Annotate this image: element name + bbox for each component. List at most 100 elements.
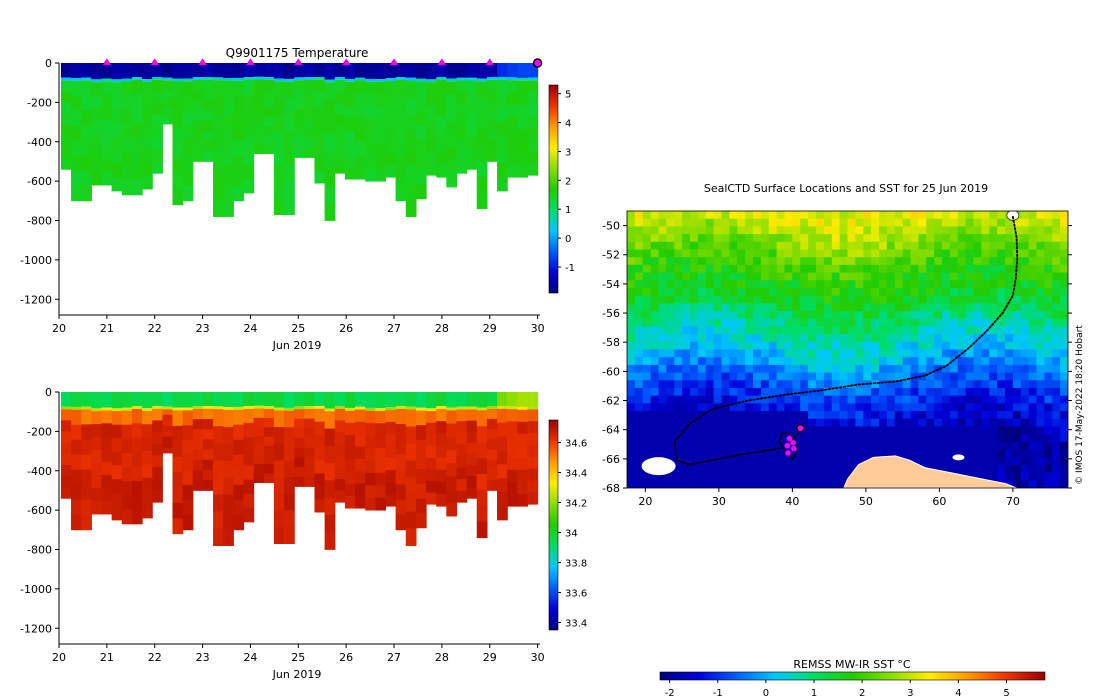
section-cell — [142, 424, 153, 439]
sst-cell — [627, 295, 636, 304]
sst-cell — [831, 434, 841, 443]
section-cell — [436, 494, 447, 507]
sst-cell — [634, 464, 644, 474]
sst-cell — [737, 334, 746, 343]
section-cell — [344, 447, 356, 460]
section-cell — [71, 110, 82, 127]
section-cell — [365, 106, 376, 120]
section-cell — [284, 443, 295, 461]
section-cell — [213, 148, 224, 166]
sst-cell — [957, 426, 967, 435]
sst-cell — [745, 295, 754, 304]
sst-cell — [934, 441, 943, 451]
sst-cell — [1028, 449, 1037, 458]
sst-cell — [674, 349, 683, 358]
sst-cell — [1020, 326, 1030, 335]
section-cell — [527, 63, 539, 78]
sst-cell — [823, 264, 833, 274]
section-cell — [486, 392, 498, 406]
section-cell — [405, 114, 417, 132]
sst-cell — [957, 441, 967, 451]
sst-cell — [989, 403, 998, 412]
sst-cell — [1052, 226, 1061, 235]
map-x-tick-label: 70 — [1006, 495, 1020, 508]
section-cell — [60, 158, 72, 170]
section-cell — [162, 406, 174, 410]
section-cell — [446, 449, 458, 464]
sst-cell — [1036, 211, 1045, 220]
sst-cell — [737, 218, 746, 227]
sst-cell — [768, 357, 778, 366]
sst-cell — [1020, 464, 1030, 474]
sst-cell — [666, 226, 675, 235]
sst-cell — [1052, 464, 1061, 474]
y-tick-label: -200 — [27, 96, 52, 109]
section-cell — [202, 392, 214, 406]
section-cell — [507, 433, 518, 446]
section-cell — [162, 414, 174, 421]
sst-cell — [965, 234, 974, 243]
section-cell — [91, 159, 103, 173]
sst-cell — [847, 334, 856, 343]
sst-cell — [1012, 441, 1022, 451]
section-cell — [152, 467, 163, 480]
section-cell — [243, 493, 255, 509]
sst-cell — [1005, 249, 1014, 258]
section-cell — [415, 169, 427, 185]
sst-cell — [682, 241, 691, 250]
section-cell — [121, 481, 133, 496]
section-cell — [152, 420, 163, 433]
sst-cell — [1028, 264, 1037, 274]
sst-cell — [910, 418, 919, 427]
sst-cell — [1020, 241, 1030, 250]
sst-cell — [910, 395, 919, 404]
sst-cell — [934, 234, 943, 243]
section-cell — [142, 108, 153, 123]
section-cell — [446, 502, 458, 517]
sst-cell — [642, 303, 652, 312]
section-cell — [405, 182, 417, 200]
sst-cell — [642, 326, 652, 335]
sst-cell — [808, 449, 817, 458]
section-cell — [142, 95, 153, 110]
sst-cell — [894, 380, 904, 389]
sst-cell — [1036, 380, 1045, 389]
sst-cell — [1044, 280, 1053, 289]
sst-cell — [627, 411, 636, 420]
sst-cell — [650, 264, 659, 274]
section-cell — [304, 118, 316, 129]
sst-cell — [957, 341, 967, 350]
sst-cell — [1036, 287, 1045, 297]
sst-cell — [642, 349, 652, 358]
section-cell — [162, 442, 174, 448]
sst-cell — [902, 264, 911, 274]
sst-colorbar-tick-label: -2 — [665, 688, 675, 699]
sst-cell — [902, 395, 911, 404]
sst-cell — [1060, 472, 1068, 481]
sst-cell — [1012, 272, 1022, 281]
sst-cell — [871, 380, 880, 389]
sst-cell — [1028, 480, 1037, 488]
profile-marker — [437, 58, 447, 66]
sst-cell — [997, 234, 1006, 243]
x-tick-label: 30 — [531, 651, 545, 664]
section-cell — [81, 409, 92, 425]
sst-cell — [871, 218, 880, 227]
sst-cell — [808, 395, 817, 404]
section-cell — [324, 480, 336, 499]
sst-cell — [918, 326, 927, 335]
sst-cell — [997, 287, 1006, 297]
sst-cell — [737, 364, 746, 374]
sst-cell — [957, 364, 967, 374]
sst-cell — [792, 295, 801, 304]
sst-cell — [729, 434, 738, 443]
section-cell — [223, 148, 234, 167]
section-cell — [182, 410, 194, 426]
sst-cell — [658, 411, 667, 420]
sst-cell — [831, 380, 841, 389]
sst-cell — [1036, 249, 1045, 258]
section-cell — [172, 96, 184, 113]
sst-cell — [760, 457, 770, 466]
profile-location — [785, 450, 791, 456]
sst-cell — [713, 334, 722, 343]
